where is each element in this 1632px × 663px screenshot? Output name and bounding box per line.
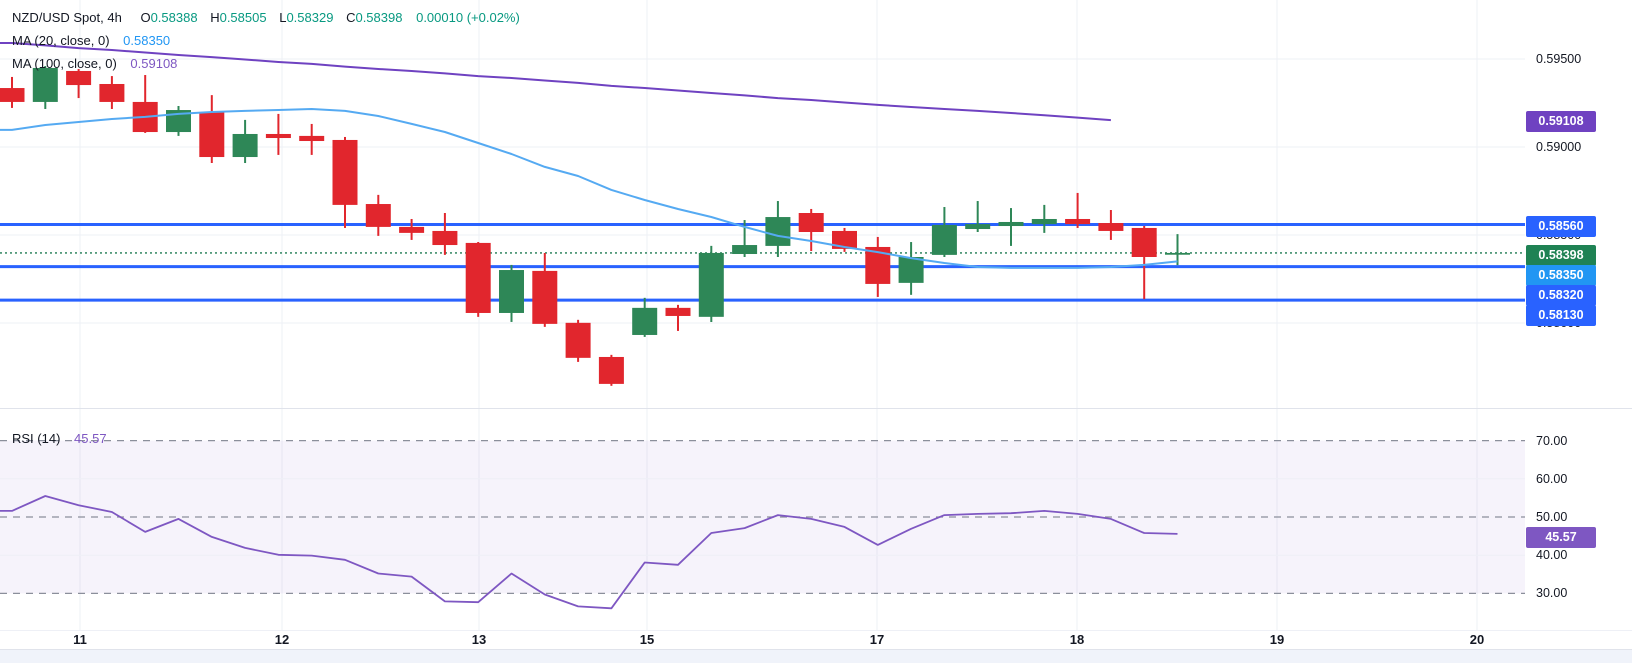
ma20-legend[interactable]: MA (20, close, 0) 0.58350 xyxy=(12,33,170,48)
ma100-label: MA (100, close, 0) xyxy=(12,56,117,71)
time-axis-label: 12 xyxy=(274,632,290,647)
candle-body xyxy=(832,230,857,249)
high-value: 0.58505 xyxy=(219,10,267,25)
candle-body xyxy=(898,257,924,283)
candle-body xyxy=(265,133,291,139)
last-price-badge: 0.58398 xyxy=(1526,244,1596,266)
price-line-badge-58130: 0.58130 xyxy=(1526,304,1596,326)
rsi-axis-label: 40.00 xyxy=(1536,548,1568,563)
ma20-value-badge: 0.58350 xyxy=(1526,264,1596,286)
rsi-axis-label: 70.00 xyxy=(1536,433,1568,448)
rsi-axis-label: 30.00 xyxy=(1536,586,1568,601)
candle-body xyxy=(199,111,225,158)
candle-body xyxy=(965,224,991,230)
time-axis-label: 19 xyxy=(1269,632,1285,647)
high-label: H xyxy=(210,10,220,25)
price-axis-label: 0.59500 xyxy=(1536,52,1582,66)
candle-body xyxy=(732,245,758,255)
symbol-legend[interactable]: NZD/USD Spot, 4h O0.58388 H0.58505 L0.58… xyxy=(12,10,520,25)
candle-body xyxy=(931,224,957,255)
candle-body xyxy=(565,322,591,358)
ma20-value: 0.58350 xyxy=(123,33,171,48)
time-axis-label: 13 xyxy=(471,632,487,647)
candle-body xyxy=(465,242,491,313)
bottom-toolbar-strip xyxy=(0,649,1632,663)
time-axis-label: 11 xyxy=(73,632,87,647)
candle-body xyxy=(1098,223,1124,231)
candle-body xyxy=(299,135,325,142)
candle-body xyxy=(665,307,691,316)
rsi-value-badge: 45.57 xyxy=(1526,526,1596,548)
candle-body xyxy=(365,204,391,227)
rsi-band xyxy=(0,440,1525,594)
candle-body xyxy=(166,110,191,133)
close-label: C xyxy=(346,10,356,25)
candle-body xyxy=(1131,227,1157,257)
rsi-value: 45.57 xyxy=(74,431,107,446)
open-label: O xyxy=(140,10,151,25)
candle-body xyxy=(998,221,1024,227)
candle-body xyxy=(99,83,125,102)
candle-body xyxy=(499,270,524,313)
candle-body xyxy=(598,356,624,384)
ma100-value-badge: 0.59108 xyxy=(1526,110,1596,132)
low-value: 0.58329 xyxy=(286,10,334,25)
candle-body xyxy=(1065,218,1091,225)
time-axis-label: 18 xyxy=(1069,632,1085,647)
ma100-line xyxy=(0,42,1111,122)
ma100-legend[interactable]: MA (100, close, 0) 0.59108 xyxy=(12,56,177,71)
price-line-badge-58560: 0.58560 xyxy=(1526,215,1596,237)
candle-body xyxy=(432,230,458,246)
ma100-value: 0.59108 xyxy=(130,56,178,71)
candle-body xyxy=(1031,218,1057,225)
time-axis-label: 15 xyxy=(639,632,655,647)
candle-body xyxy=(1165,252,1190,255)
rsi-legend[interactable]: RSI (14) 45.57 xyxy=(12,431,107,446)
candle-body xyxy=(532,270,558,324)
rsi-line xyxy=(0,495,1178,610)
symbol-title: NZD/USD Spot, 4h xyxy=(12,10,122,25)
rsi-label: RSI (14) xyxy=(12,431,61,446)
candle-body xyxy=(232,133,258,158)
rsi-axis-label: 50.00 xyxy=(1536,510,1568,524)
close-value: 0.58398 xyxy=(355,10,403,25)
candle-body xyxy=(66,70,92,86)
candle-body xyxy=(698,252,724,317)
price-line-badge-58320: 0.58320 xyxy=(1526,284,1596,306)
candle-body xyxy=(32,67,58,102)
time-axis-label: 17 xyxy=(869,632,885,647)
time-axis-label: 20 xyxy=(1469,632,1485,647)
low-label: L xyxy=(279,10,287,25)
price-axis-label: 0.59000 xyxy=(1536,140,1582,154)
candle-body xyxy=(798,213,824,233)
candle-body xyxy=(332,139,358,205)
candle-body xyxy=(765,217,791,246)
change-value: 0.00010 (+0.02%) xyxy=(416,10,520,25)
candle-body xyxy=(632,307,658,335)
ma20-line xyxy=(0,108,1178,269)
ma20-label: MA (20, close, 0) xyxy=(12,33,110,48)
open-value: 0.58388 xyxy=(150,10,198,25)
candle-body xyxy=(0,88,25,102)
candle-body xyxy=(399,226,425,233)
rsi-axis-label: 60.00 xyxy=(1536,471,1568,486)
